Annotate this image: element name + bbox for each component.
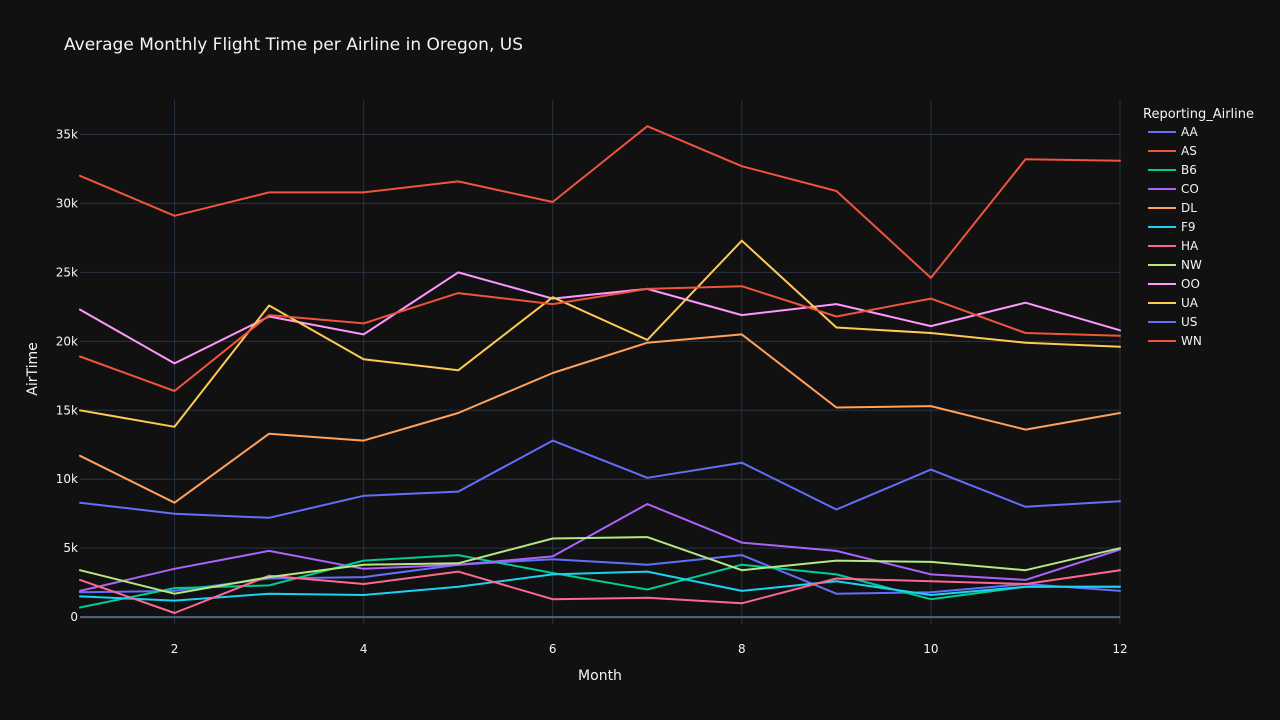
legend-label: US — [1181, 315, 1197, 329]
legend-label: OO — [1181, 277, 1200, 291]
legend-item-co[interactable]: CO — [1148, 182, 1199, 196]
legend-item-nw[interactable]: NW — [1148, 258, 1202, 272]
legend-label: AS — [1181, 144, 1197, 158]
legend-label: F9 — [1181, 220, 1196, 234]
legend-title: Reporting_Airline — [1143, 107, 1254, 122]
legend: Reporting_Airline AA AS B6 CO DL F9 HA NW OO UA US… — [1143, 107, 1254, 348]
legend-item-dl[interactable]: DL — [1148, 201, 1197, 215]
legend-item-f9[interactable]: F9 — [1148, 220, 1196, 234]
legend-item-ha[interactable]: HA — [1148, 239, 1199, 253]
y-tick-label: 10k — [56, 472, 78, 486]
legend-label: CO — [1181, 182, 1199, 196]
series-line-wn[interactable] — [79, 285, 1121, 392]
legend-label: NW — [1181, 258, 1202, 272]
series-line-nw[interactable] — [79, 536, 1121, 595]
legend-label: AA — [1181, 125, 1199, 139]
y-tick-label: 30k — [56, 196, 78, 210]
legend-items: AA AS B6 CO DL F9 HA NW OO UA US WN — [1148, 125, 1202, 348]
legend-label: UA — [1181, 296, 1199, 310]
legend-item-as[interactable]: AS — [1148, 144, 1197, 158]
legend-item-wn[interactable]: WN — [1148, 334, 1202, 348]
series-line-ha[interactable] — [79, 569, 1121, 614]
y-tick-label: 15k — [56, 403, 78, 417]
legend-item-us[interactable]: US — [1148, 315, 1197, 329]
y-tick-label: 35k — [56, 127, 78, 141]
chart-title: Average Monthly Flight Time per Airline … — [64, 35, 523, 55]
x-tick-label: 10 — [923, 642, 938, 656]
series-line-f9[interactable] — [79, 570, 1121, 602]
y-tick-label: 5k — [63, 541, 78, 555]
series-line-as[interactable] — [79, 125, 1121, 279]
series-layer — [79, 125, 1121, 614]
series-line-ua[interactable] — [79, 239, 1121, 428]
x-tick-label: 4 — [360, 642, 368, 656]
x-tick-label: 8 — [738, 642, 746, 656]
legend-label: DL — [1181, 201, 1197, 215]
series-line-us[interactable] — [79, 439, 1121, 519]
legend-item-aa[interactable]: AA — [1148, 125, 1199, 139]
legend-label: HA — [1181, 239, 1199, 253]
series-line-b6[interactable] — [79, 554, 1121, 609]
legend-item-ua[interactable]: UA — [1148, 296, 1199, 310]
x-tick-label: 12 — [1112, 642, 1127, 656]
x-axis-title: Month — [578, 668, 622, 684]
legend-label: B6 — [1181, 163, 1197, 177]
series-line-dl[interactable] — [79, 333, 1121, 504]
legend-label: WN — [1181, 334, 1202, 348]
series-line-co[interactable] — [79, 503, 1121, 592]
legend-item-b6[interactable]: B6 — [1148, 163, 1197, 177]
axis-layer: 2 4 6 8 10 12 0 5k 10k 15k 20k 25k 30k 35k — [56, 127, 1128, 656]
x-tick-label: 6 — [549, 642, 557, 656]
legend-item-oo[interactable]: OO — [1148, 277, 1200, 291]
y-axis-title: AirTime — [25, 342, 41, 395]
y-tick-label: 20k — [56, 334, 78, 348]
y-tick-label: 25k — [56, 265, 78, 279]
y-tick-label: 0 — [70, 610, 78, 624]
x-tick-label: 2 — [171, 642, 179, 656]
